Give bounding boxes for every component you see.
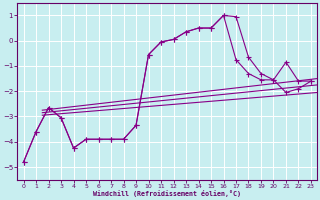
X-axis label: Windchill (Refroidissement éolien,°C): Windchill (Refroidissement éolien,°C) — [93, 190, 241, 197]
